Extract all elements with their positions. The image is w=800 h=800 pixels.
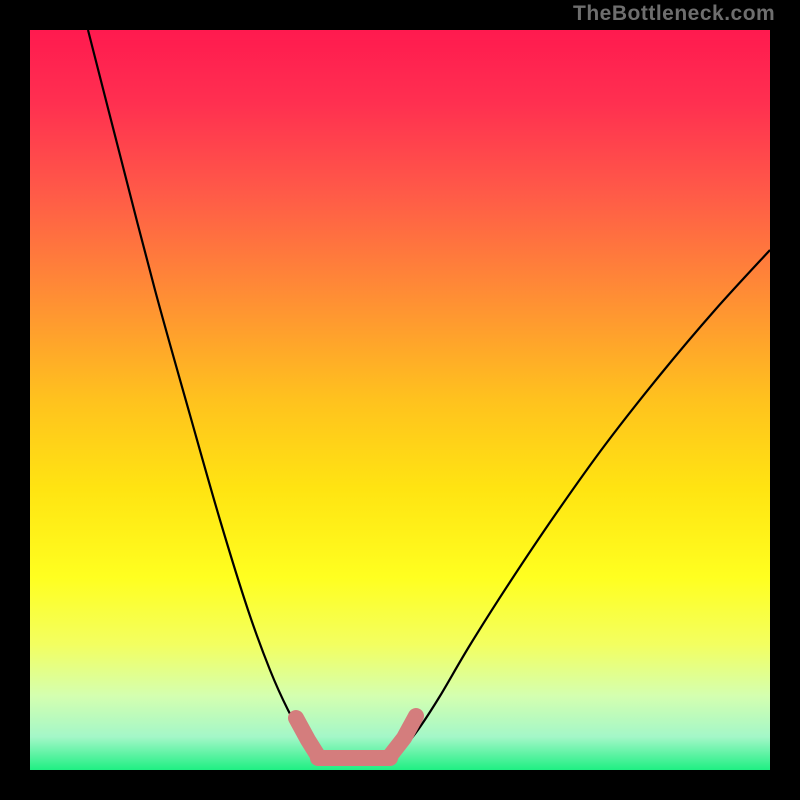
- watermark-text: TheBottleneck.com: [573, 2, 775, 26]
- plot-background: [30, 30, 770, 770]
- chart-svg: [0, 0, 800, 800]
- chart-container: TheBottleneck.com: [0, 0, 800, 800]
